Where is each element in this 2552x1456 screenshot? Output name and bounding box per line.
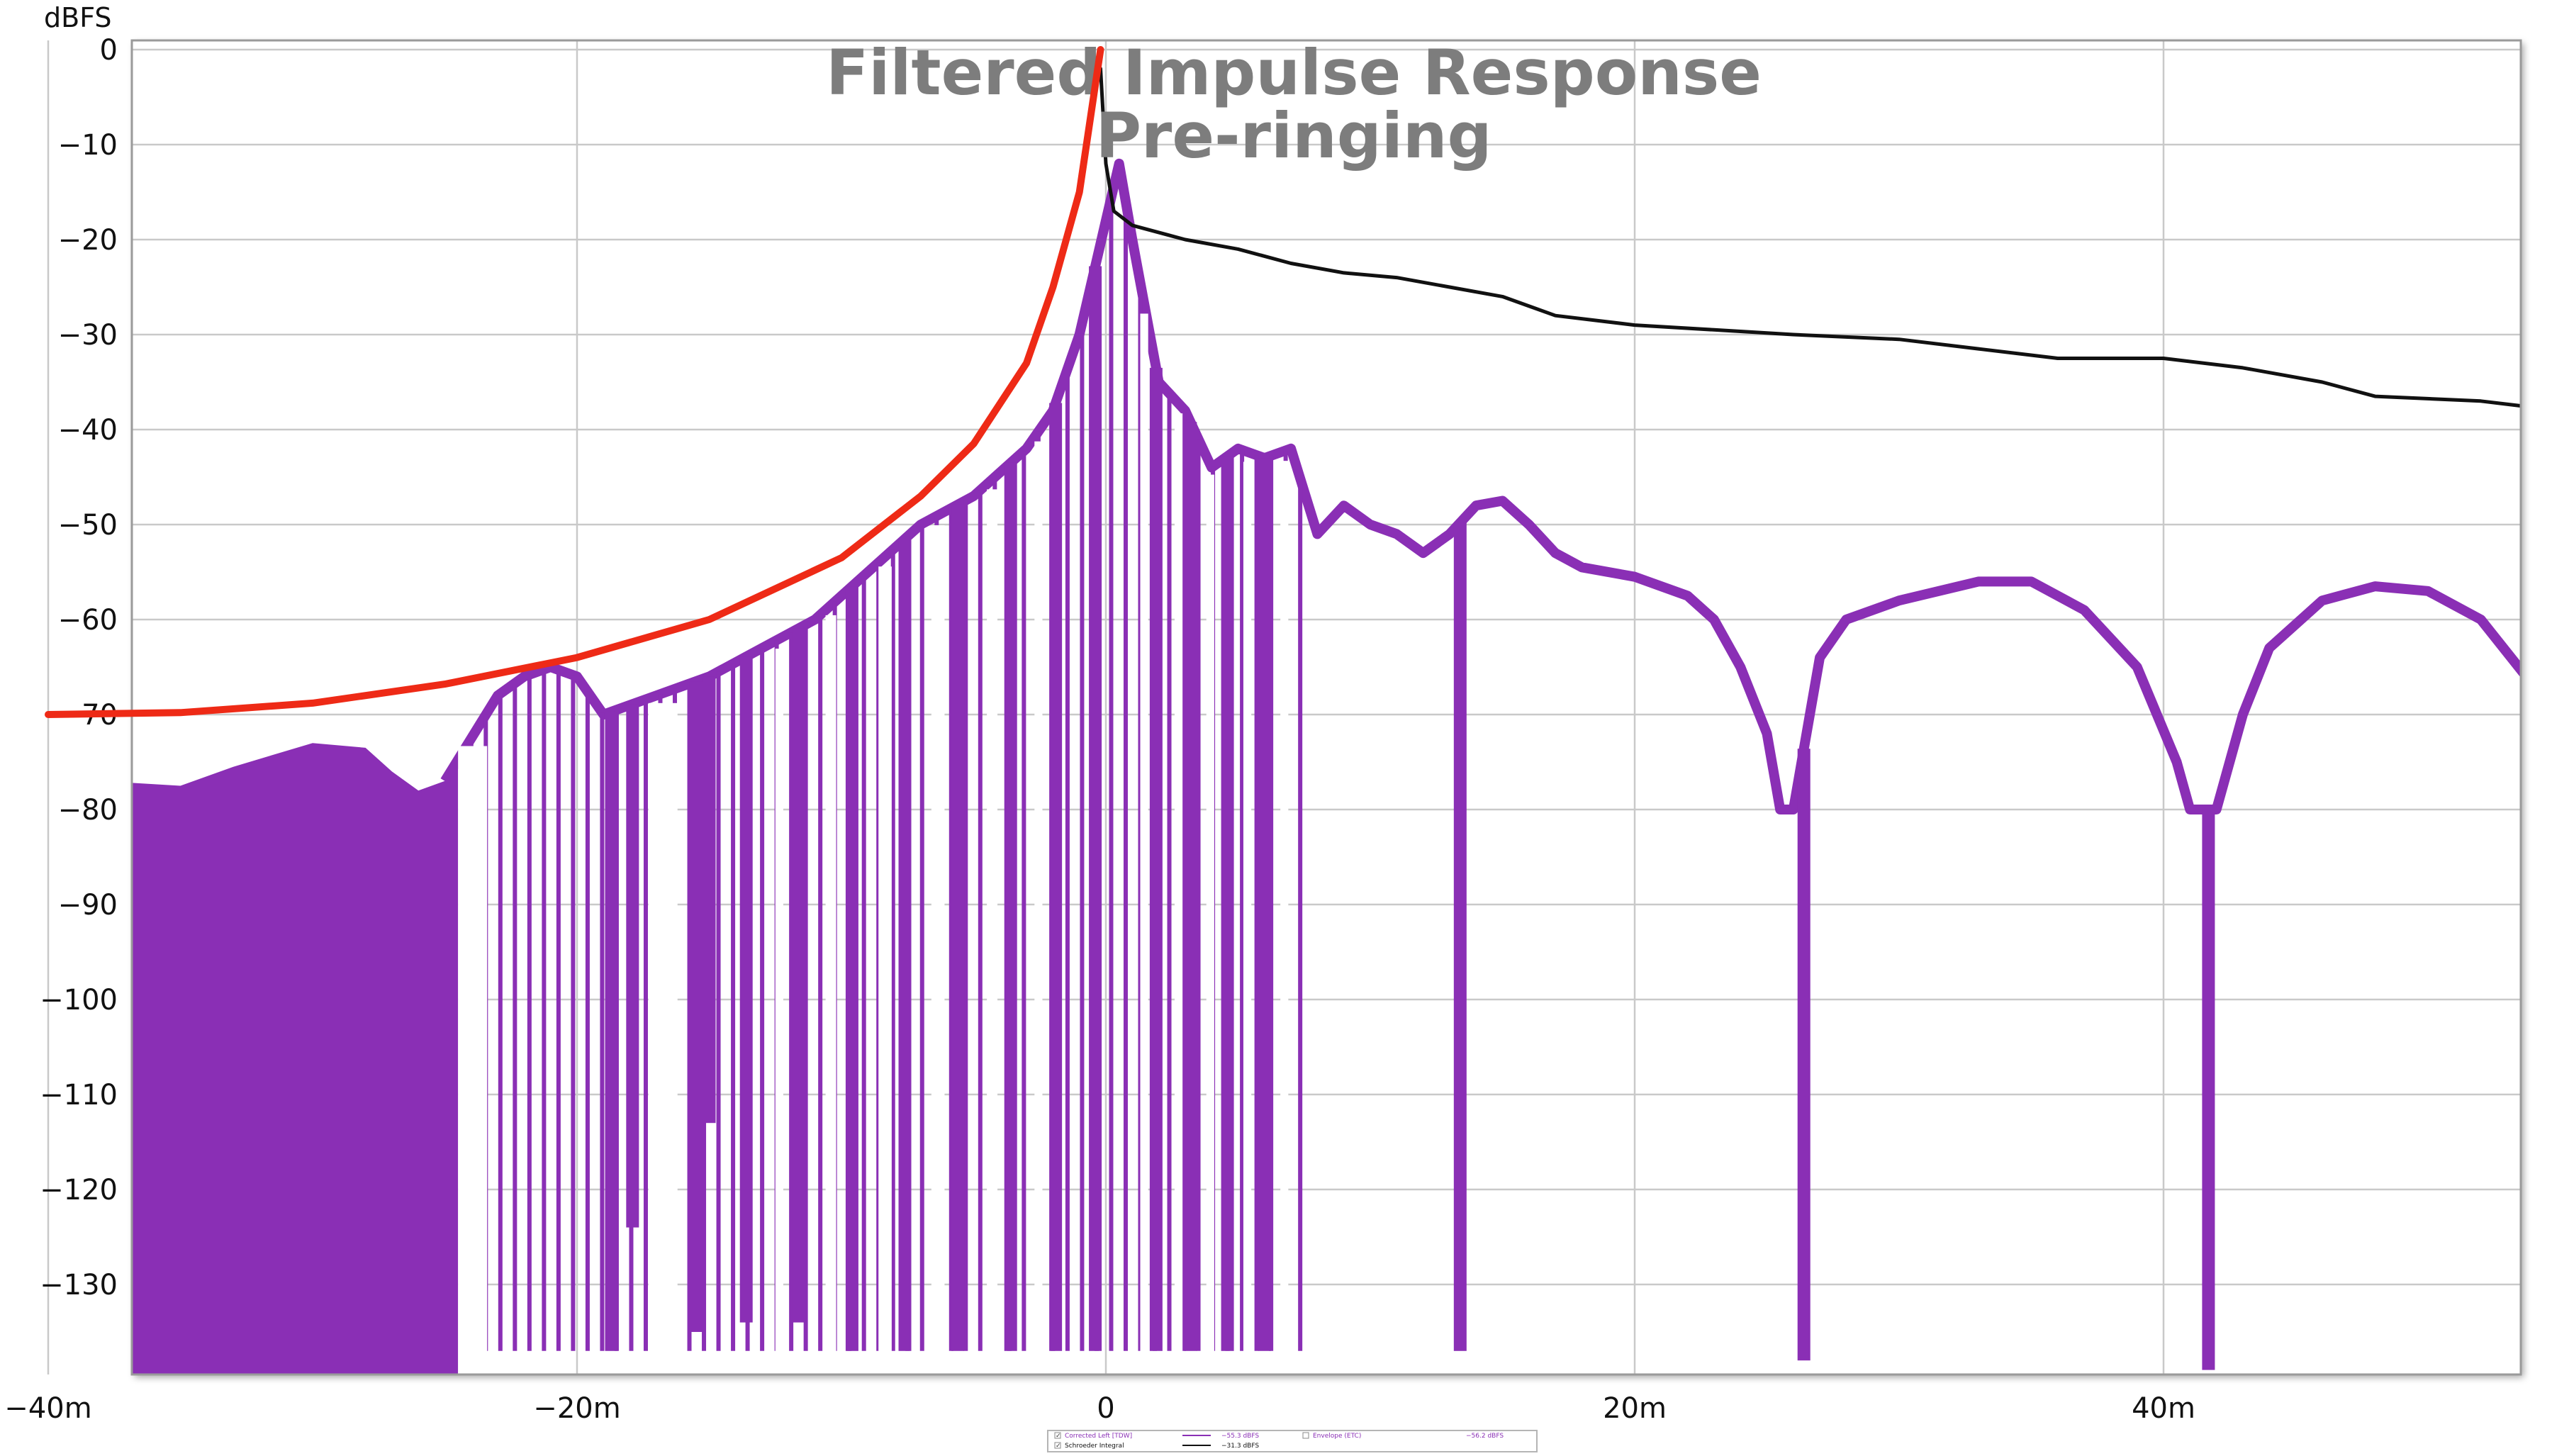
series-null-dip [1049, 403, 1063, 1351]
series-gap [1280, 461, 1289, 1374]
legend-item-label: Schroeder Integral [1065, 1443, 1124, 1450]
chart-title: Filtered Impulse Response [826, 36, 1762, 109]
y-tick-label: −120 [40, 1174, 118, 1206]
series-gap [1034, 441, 1043, 1374]
series-null-dip [1184, 422, 1197, 1351]
y-tick-label: 0 [100, 34, 118, 67]
y-tick-label: −30 [58, 319, 118, 352]
chart-subtitle: Pre-ringing [1095, 99, 1492, 172]
series-null-dip [703, 676, 716, 1124]
legend-box [1047, 1430, 1538, 1452]
series-layer [132, 67, 2521, 1374]
legend-item-label: Corrected Left [TDW] [1065, 1433, 1132, 1440]
series-gap [648, 702, 678, 1374]
x-tick-label: 0 [1097, 1392, 1114, 1425]
series-gap [825, 615, 836, 1374]
y-tick-label: −50 [58, 509, 118, 542]
series-gap [775, 649, 783, 1374]
legend-checkbox [1302, 1432, 1309, 1439]
series-null-dip [845, 586, 858, 1351]
y-tick-label: −90 [58, 889, 118, 922]
series-null-dip [739, 656, 753, 1323]
legend: ✓ Corrected Left [TDW] −55.3 dBFS Envelope … [1047, 1430, 1538, 1452]
series-gap [931, 525, 945, 1374]
series-null-dip [1221, 456, 1234, 1351]
x-tick-label: −40m [4, 1392, 91, 1425]
x-tick-label: 20m [1603, 1392, 1667, 1425]
series-null-dip [951, 504, 965, 1351]
series-null-dip [2202, 810, 2215, 1370]
series-null-dip [1149, 367, 1163, 1351]
series-gap [1174, 413, 1183, 1374]
series-schroeder-integral [1099, 67, 2521, 408]
series-null-dip [689, 681, 703, 1332]
y-tick-label: −10 [58, 129, 118, 162]
y-axis-unit-label: dBFS [44, 2, 112, 33]
x-tick-label: −20m [533, 1392, 620, 1425]
title-group: Filtered Impulse Response Pre-ringing [826, 36, 1762, 172]
series-gap [878, 566, 892, 1374]
legend-checkmark: ✓ [1056, 1443, 1061, 1450]
legend-item-label: Envelope (ETC) [1313, 1433, 1361, 1440]
x-tick-labels: −73m−60m−40m−20m020m40m60m80m100ms [4, 1392, 2195, 1425]
y-tick-label: −40 [58, 414, 118, 447]
series-null-dip [898, 539, 912, 1351]
series-corrected-left-floor [132, 743, 459, 1374]
legend-checkbox [1054, 1432, 1061, 1439]
series-null-dip [1004, 462, 1017, 1351]
series-gap [987, 489, 998, 1374]
series-gap [1140, 313, 1148, 1374]
series-null-dip [793, 628, 806, 1323]
y-tick-label: −80 [58, 794, 118, 827]
series-null-dip [1797, 749, 1811, 1361]
y-tick-label: −20 [58, 224, 118, 257]
series-gap [1206, 474, 1214, 1374]
y-tick-label: −100 [40, 984, 118, 1017]
y-tick-label: −110 [40, 1079, 118, 1111]
y-tick-labels: 0−10−20−30−40−50−60−70−80−90−100−110−120… [40, 34, 118, 1301]
legend-checkmark: ✓ [1056, 1433, 1061, 1440]
plot-frame [130, 39, 2522, 1376]
y-tick-label: −130 [40, 1269, 118, 1301]
series-null-dip [605, 711, 618, 1351]
series-gap [458, 746, 488, 1374]
series-gap [1243, 461, 1252, 1374]
legend-item-value: −55.3 dBFS [1221, 1433, 1259, 1440]
series-null-dip [1453, 522, 1467, 1351]
series-corrected-left-envelope [440, 158, 2521, 814]
y-tick-label: −60 [58, 604, 118, 637]
x-tick-label: 40m [2132, 1392, 2195, 1425]
legend-item-value: −56.2 dBFS [1466, 1433, 1504, 1440]
series-null-dip [1089, 266, 1102, 1351]
series-null-dip [1258, 458, 1271, 1351]
legend-checkbox [1054, 1442, 1061, 1449]
annotation-pre-ringing-curve [45, 46, 1104, 718]
series-null-dip [626, 704, 639, 1228]
legend-item-value: −31.3 dBFS [1221, 1443, 1259, 1450]
